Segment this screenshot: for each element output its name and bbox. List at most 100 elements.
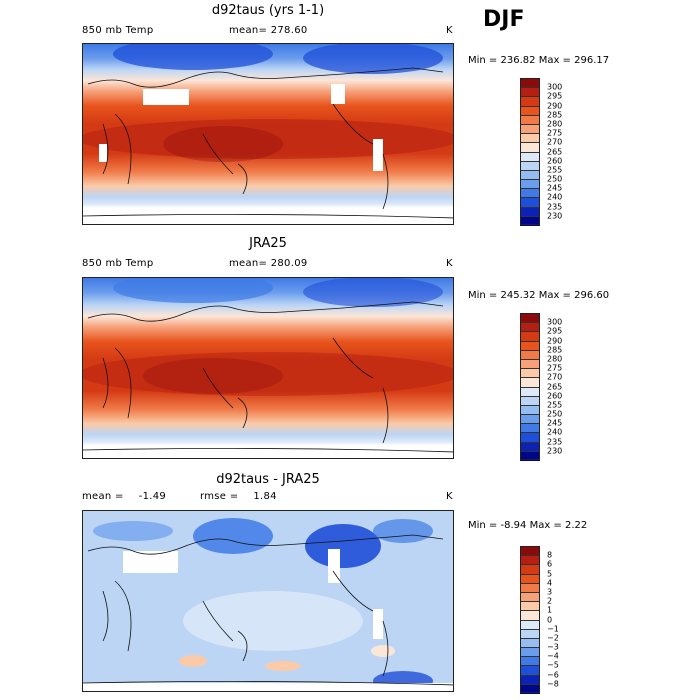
cb3-label-7: 0	[547, 615, 553, 624]
panel3-warm-1	[179, 655, 207, 667]
panel1-min-label: Min =	[468, 55, 498, 66]
cb2-sw-12	[520, 423, 540, 433]
cb3-sw-14	[520, 674, 540, 685]
cb2-sw-4	[520, 349, 540, 360]
cb1-label-12: 240	[547, 192, 563, 202]
cb3-label-0: 8	[547, 550, 553, 560]
cb3-label-8: −1	[547, 624, 559, 634]
cb2-label-8: 260	[547, 391, 563, 401]
panel2-mean: mean= 280.09	[229, 258, 308, 269]
panel3-max-label: Max =	[529, 520, 562, 531]
cb2-sw-7	[520, 377, 540, 387]
cb3-label-13: −6	[547, 670, 559, 680]
panel2-minmax: Min = 245.32 Max = 296.60	[468, 290, 609, 301]
panel2-mean-label: mean=	[229, 258, 268, 269]
cb1-label-14: 230	[547, 211, 563, 221]
cb1-label-9: 255	[547, 165, 563, 175]
cb3-sw-4	[520, 582, 540, 593]
panel2-cold-eurasia	[113, 278, 273, 303]
panel3-min-value: -8.94	[500, 520, 527, 531]
cb3-sw-2	[520, 564, 540, 575]
cb1-sw-11	[520, 179, 540, 189]
cb2-label-1: 295	[547, 326, 563, 336]
panel3-mean-label: mean =	[82, 491, 124, 502]
panel2-cold-namerica	[303, 278, 443, 307]
cb3-label-6: 1	[547, 605, 553, 615]
cb1-sw-13	[520, 197, 540, 208]
panel3-rmse: rmse = 1.84	[200, 491, 277, 502]
cb3-label-12: −5	[547, 660, 559, 670]
cb1-label-2: 290	[547, 101, 563, 111]
cb2-sw-1	[520, 322, 540, 332]
panel3-rmse-value: 1.84	[253, 491, 277, 502]
panel2-min-label: Min =	[468, 290, 498, 301]
cb3-sw-13	[520, 665, 540, 676]
cb2-sw-10	[520, 404, 540, 415]
cb1-sw-14	[520, 206, 540, 217]
panel1-title: d92taus (yrs 1-1)	[211, 3, 325, 18]
cb2-label-11: 245	[547, 418, 563, 428]
cb1-sw-5	[520, 123, 540, 134]
cb2-label-7: 265	[547, 382, 563, 391]
panel1-max-label: Max =	[538, 55, 571, 66]
panel2-colorbar-frame	[520, 313, 540, 460]
cb1-sw-7	[520, 142, 540, 152]
panel1-coastline	[83, 67, 453, 219]
panel3-cold-2	[305, 524, 381, 568]
cb3-sw-1	[520, 555, 540, 565]
panel1-mean: mean= 278.60	[229, 25, 308, 36]
cb3-sw-9	[520, 628, 540, 639]
cb2-label-2: 290	[547, 336, 563, 346]
cb2-sw-6	[520, 368, 540, 378]
panel2-map	[82, 277, 454, 459]
cb2-label-10: 250	[547, 409, 563, 419]
panel3-minmax: Min = -8.94 Max = 2.22	[468, 520, 587, 531]
cb2-label-12: 240	[547, 427, 563, 437]
cb1-sw-6	[520, 133, 540, 143]
cb2-sw-2	[520, 331, 540, 342]
panel1-map	[82, 43, 454, 225]
panel3-mean-value: -1.49	[138, 491, 167, 502]
panel3-max-value: 2.22	[564, 520, 588, 531]
cb1-sw-8	[520, 151, 540, 162]
panel2-warm-band	[83, 352, 453, 396]
cb2-sw-0	[520, 313, 540, 323]
cb1-label-8: 260	[547, 156, 563, 166]
panel1-mean-value: 278.60	[270, 25, 308, 36]
cb1-sw-1	[520, 87, 540, 97]
cb2-label-3: 285	[547, 345, 563, 355]
panel1-missing-1	[143, 89, 189, 105]
cb3-sw-5	[520, 591, 540, 602]
cb3-label-9: −2	[547, 633, 559, 643]
cb1-sw-0	[520, 78, 540, 88]
cb2-sw-14	[520, 441, 540, 452]
panel3-coastline	[83, 534, 453, 686]
cb3-label-5: 2	[547, 596, 553, 606]
cb1-label-6: 270	[547, 137, 563, 147]
cb3-sw-11	[520, 647, 540, 657]
cb1-label-3: 285	[547, 110, 563, 120]
cb2-sw-9	[520, 395, 540, 406]
panel2-mean-value: 280.09	[270, 258, 308, 269]
panel1-units: K	[446, 25, 453, 36]
cb3-sw-8	[520, 619, 540, 630]
cb1-label-4: 280	[547, 119, 563, 129]
panel1-variable: 850 mb Temp	[82, 25, 154, 36]
panel3-map	[82, 510, 454, 692]
panel1-cold-eurasia	[113, 44, 273, 70]
cb3-label-11: −4	[547, 651, 559, 661]
panel1-min-value: 236.82	[500, 55, 536, 66]
panel2-units: K	[446, 258, 453, 269]
cb2-label-0: 300	[547, 317, 563, 327]
cb1-label-0: 300	[547, 82, 563, 92]
cb3-label-3: 4	[547, 578, 553, 588]
cb2-label-6: 270	[547, 372, 563, 382]
panel3-units: K	[446, 491, 453, 502]
panel3-cold-1	[193, 518, 273, 554]
cb1-label-11: 245	[547, 183, 563, 193]
cb2-label-13: 235	[547, 437, 563, 447]
season-title: DJF	[483, 7, 525, 32]
panel2-coastline	[83, 301, 453, 453]
panel3-missing-4	[83, 683, 453, 691]
cb1-label-5: 275	[547, 128, 563, 138]
